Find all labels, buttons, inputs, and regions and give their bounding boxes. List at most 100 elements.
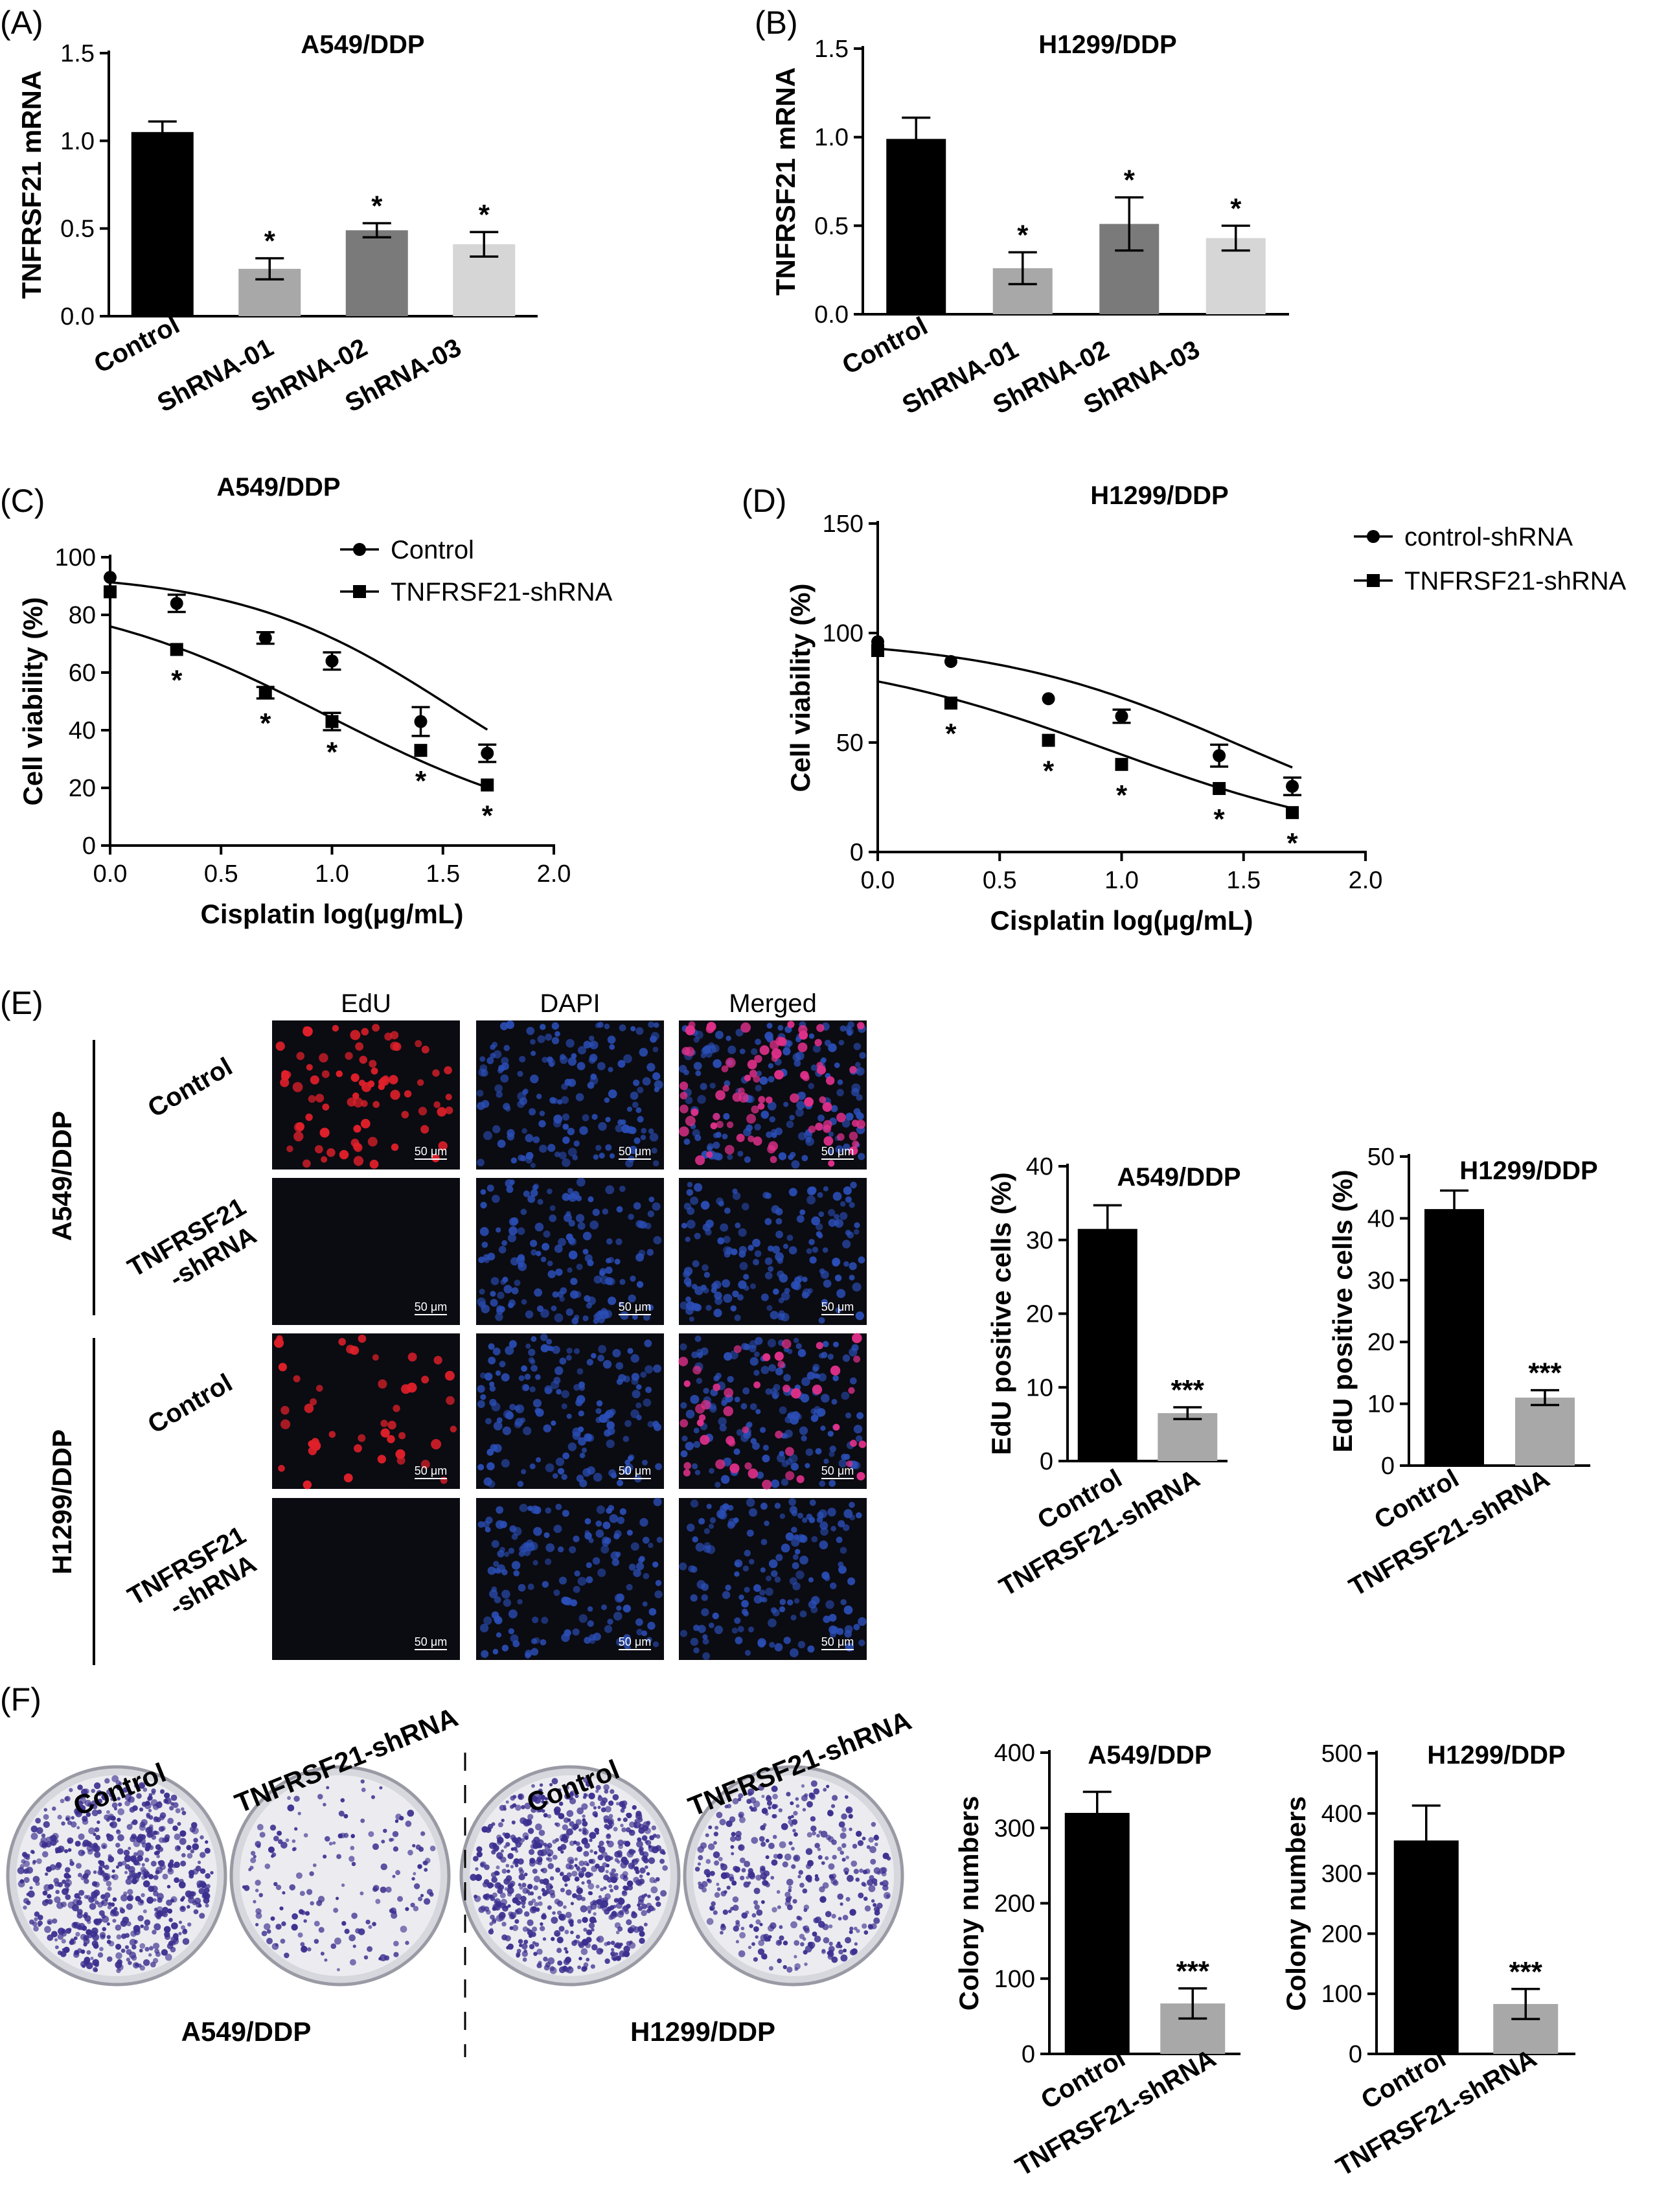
legend-marker-circle: [1367, 530, 1380, 543]
colony: [577, 1807, 584, 1815]
colony: [496, 1865, 500, 1870]
colony: [646, 1872, 650, 1876]
nucleus-blue: [505, 1411, 514, 1420]
data-point-square: [871, 644, 884, 658]
colony: [93, 1870, 97, 1874]
nucleus-blue: [853, 1043, 862, 1050]
colony: [524, 1803, 531, 1810]
colony: [537, 1895, 542, 1900]
nucleus-blue: [605, 1116, 611, 1123]
colony: [806, 1860, 814, 1867]
nucleus-blue: [620, 1119, 626, 1125]
colony: [716, 1882, 720, 1886]
nucleus-blue: [777, 1270, 784, 1278]
nucleus-blue: [562, 1158, 571, 1168]
nucleus-blue: [481, 1650, 489, 1658]
colony: [23, 1876, 30, 1884]
colony: [86, 1962, 93, 1970]
colony: [863, 1930, 869, 1935]
nucleus-blue: [690, 1637, 699, 1646]
nucleus-blue: [744, 1586, 750, 1593]
colony: [172, 1802, 179, 1808]
x-category-label: Control: [838, 312, 932, 380]
nucleus-blue: [497, 1564, 506, 1573]
colony: [831, 1795, 838, 1801]
colony: [140, 1924, 144, 1928]
colony: [116, 1786, 121, 1790]
colony: [372, 1886, 378, 1893]
edu-positive-cell: [723, 1406, 733, 1416]
colony: [141, 1863, 145, 1867]
nucleus-blue: [788, 1188, 797, 1197]
colony: [102, 1915, 109, 1923]
colony: [804, 1962, 808, 1966]
colony: [610, 1941, 615, 1945]
colony: [128, 1847, 131, 1850]
nucleus-blue: [652, 1561, 659, 1568]
colony: [153, 1942, 160, 1950]
nucleus-blue: [687, 1207, 695, 1215]
edu-positive-cell: [433, 1101, 440, 1109]
micrograph-merged-row-4: 50 μm: [679, 1498, 867, 1660]
edu-positive-cell: [382, 1075, 389, 1083]
micrograph-background: [272, 1020, 460, 1169]
nucleus-blue: [632, 1389, 641, 1399]
y-tick-label: 50: [1367, 1144, 1395, 1171]
edu-positive-cell: [825, 1076, 835, 1085]
nucleus-blue: [828, 1625, 838, 1634]
colony: [583, 1777, 589, 1783]
colony: [474, 1895, 478, 1899]
colony: [47, 1898, 53, 1905]
colony: [133, 1962, 140, 1969]
colony: [124, 1854, 131, 1862]
nucleus-blue: [609, 1044, 615, 1050]
colony: [714, 1825, 719, 1830]
edu-positive-cell: [681, 1046, 691, 1055]
colony: [598, 1895, 602, 1899]
colony: [603, 1874, 610, 1881]
x-tick-label: 2.0: [1349, 867, 1383, 894]
colony: [779, 1925, 783, 1930]
colony: [593, 1850, 598, 1855]
scale-bar-label: 50 μm: [821, 1145, 854, 1158]
edu-positive-cell: [361, 1028, 369, 1036]
x-tick-label: 1.0: [315, 860, 349, 888]
colony: [535, 1823, 542, 1831]
nucleus-blue: [700, 1052, 707, 1059]
edu-positive-cell: [390, 1090, 400, 1100]
nucleus-blue: [531, 1648, 539, 1656]
colony: [563, 1905, 567, 1909]
colony: [586, 1957, 590, 1962]
nucleus-blue: [733, 1517, 739, 1523]
micrograph-merged-row-1: 50 μm: [679, 1020, 867, 1169]
nucleus-blue: [817, 1192, 823, 1198]
colony: [758, 1784, 764, 1791]
colony: [719, 1819, 726, 1826]
colony: [874, 1842, 878, 1847]
colony: [763, 1870, 770, 1877]
colony: [544, 1845, 551, 1851]
colony: [117, 1808, 125, 1815]
nucleus-blue: [615, 1238, 623, 1245]
data-point-square: [325, 715, 339, 728]
colony: [161, 1949, 168, 1956]
colony: [188, 1896, 195, 1904]
data-point-circle: [1213, 749, 1226, 763]
nucleus-blue: [577, 1061, 586, 1070]
colony: [589, 1838, 593, 1843]
nucleus-blue: [637, 1087, 644, 1094]
colony: [786, 1791, 791, 1797]
colony: [634, 1819, 638, 1823]
nucleus-blue: [480, 1201, 487, 1209]
colony: [123, 1849, 130, 1856]
colony: [659, 1858, 665, 1864]
nucleus-blue: [690, 1499, 699, 1508]
colony: [583, 1962, 589, 1968]
nucleus-blue: [508, 1628, 515, 1635]
nucleus-blue: [586, 1434, 593, 1441]
nucleus-blue: [858, 1639, 865, 1646]
nucleus-blue: [603, 1416, 610, 1423]
colony: [720, 1863, 725, 1867]
nucleus-blue: [646, 1249, 654, 1256]
nucleus-blue: [822, 1247, 828, 1253]
